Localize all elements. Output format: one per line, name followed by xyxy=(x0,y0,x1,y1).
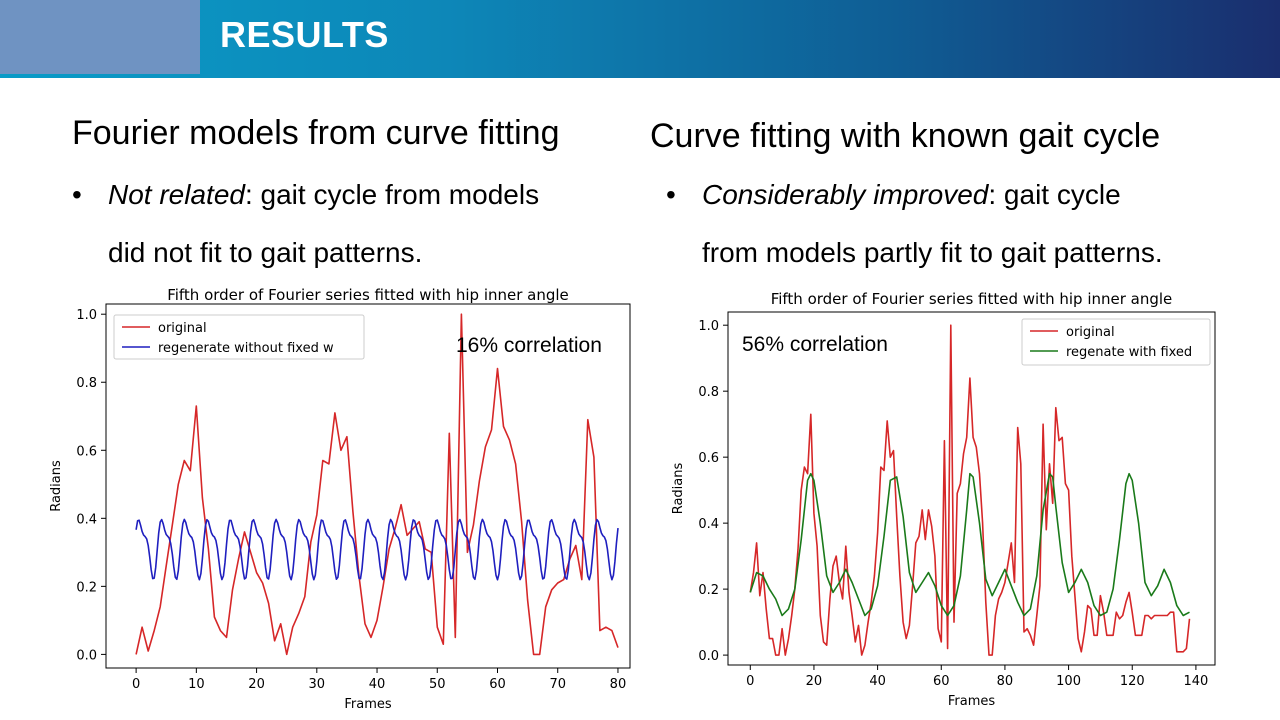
x-axis-label: Frames xyxy=(344,697,392,712)
y-tick-label: 0.6 xyxy=(76,444,97,459)
x-tick-label: 80 xyxy=(997,674,1014,689)
legend-label: original xyxy=(1066,325,1115,340)
x-tick-label: 10 xyxy=(188,677,205,692)
y-tick-label: 0.4 xyxy=(698,517,719,532)
legend-label: original xyxy=(158,321,207,336)
left-bullet-rest: : gait cycle from models xyxy=(244,179,540,210)
left-fourier-chart: Fifth order of Fourier series fitted wit… xyxy=(49,286,631,712)
x-tick-label: 20 xyxy=(806,674,823,689)
x-tick-label: 60 xyxy=(489,677,506,692)
chart-title: Fifth order of Fourier series fitted wit… xyxy=(167,286,569,304)
right-heading: Curve fitting with known gait cycle xyxy=(650,117,1161,155)
y-axis-label: Radians xyxy=(49,460,64,512)
y-tick-label: 0.2 xyxy=(698,583,719,598)
right-bullet-line1: Considerably improved: gait cycle xyxy=(702,166,1121,224)
left-bullet-line2: did not fit to gait patterns. xyxy=(108,237,423,268)
x-tick-label: 0 xyxy=(132,677,140,692)
series-line-original xyxy=(135,313,619,656)
right-bullet-rest: : gait cycle xyxy=(988,179,1121,210)
series-line-original xyxy=(749,324,1191,656)
right-bullet-line2: from models partly fit to gait patterns. xyxy=(702,237,1163,268)
slide-header: RESULTS xyxy=(0,0,1280,78)
x-axis-label: Frames xyxy=(948,694,996,709)
left-heading: Fourier models from curve fitting xyxy=(72,114,560,152)
y-tick-label: 0.2 xyxy=(76,580,97,595)
y-tick-label: 0.8 xyxy=(76,376,97,391)
series-line-regenerate-without-fixed-w xyxy=(135,518,619,581)
y-axis-label: Radians xyxy=(671,462,686,514)
legend-box xyxy=(113,314,365,360)
slide-title: RESULTS xyxy=(220,14,389,55)
series-line-regenate-with-fixed xyxy=(749,472,1190,617)
x-tick-label: 40 xyxy=(869,674,886,689)
bullet-dot: • xyxy=(666,179,676,210)
right-fourier-chart: Fifth order of Fourier series fitted wit… xyxy=(671,290,1216,709)
correlation-annotation: 56% correlation xyxy=(742,333,888,356)
legend-box xyxy=(1021,318,1211,366)
right-bullet: • Considerably improved: gait cycle from… xyxy=(666,166,1266,286)
x-tick-label: 100 xyxy=(1056,674,1081,689)
x-tick-label: 80 xyxy=(610,677,627,692)
y-tick-label: 0.4 xyxy=(76,512,97,527)
y-tick-label: 0.8 xyxy=(698,385,719,400)
y-tick-label: 1.0 xyxy=(698,319,719,334)
left-bullet: • Not related: gait cycle from models di… xyxy=(72,166,632,286)
left-bullet-line1: Not related: gait cycle from models xyxy=(108,166,539,224)
x-tick-label: 60 xyxy=(933,674,950,689)
x-tick-label: 40 xyxy=(369,677,386,692)
x-tick-label: 20 xyxy=(248,677,265,692)
y-tick-label: 0.6 xyxy=(698,451,719,466)
x-tick-label: 50 xyxy=(429,677,446,692)
correlation-annotation: 16% correlation xyxy=(456,334,602,357)
legend-label: regenerate without fixed w xyxy=(158,341,334,356)
left-bullet-emphasis: Not related xyxy=(108,179,245,210)
x-tick-label: 70 xyxy=(549,677,566,692)
x-tick-label: 30 xyxy=(309,677,326,692)
bullet-dot: • xyxy=(72,179,82,210)
y-tick-label: 0.0 xyxy=(698,649,719,664)
header-accent-block xyxy=(0,0,200,74)
chart-title: Fifth order of Fourier series fitted wit… xyxy=(771,290,1173,308)
plot-frame xyxy=(105,303,631,669)
right-bullet-emphasis: Considerably improved xyxy=(702,179,989,210)
y-tick-label: 0.0 xyxy=(76,648,97,663)
x-tick-label: 140 xyxy=(1183,674,1208,689)
y-tick-label: 1.0 xyxy=(76,308,97,323)
x-tick-label: 0 xyxy=(746,674,754,689)
legend-label: regenate with fixed xyxy=(1066,345,1192,360)
x-tick-label: 120 xyxy=(1120,674,1145,689)
plot-frame xyxy=(727,311,1216,666)
